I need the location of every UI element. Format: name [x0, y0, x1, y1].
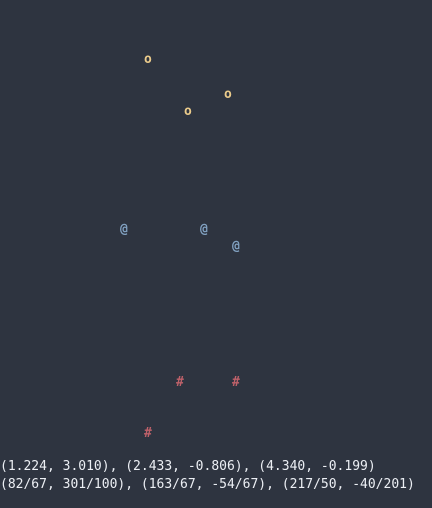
cluster-b-point: @	[200, 222, 208, 237]
cluster-c-point: #	[144, 426, 152, 441]
cluster-a-point: o	[184, 104, 192, 119]
fraction-coordinates-line: (82/67, 301/100), (163/67, -54/67), (217…	[0, 477, 415, 492]
cluster-b-point: @	[232, 239, 240, 254]
decimal-coordinates-line: (1.224, 3.010), (2.433, -0.806), (4.340,…	[0, 459, 376, 474]
cluster-c-point: #	[176, 375, 184, 390]
cluster-b-point: @	[120, 222, 128, 237]
cluster-a-point: o	[224, 87, 232, 102]
cluster-a-point: o	[144, 52, 152, 67]
cluster-c-point: #	[232, 375, 240, 390]
